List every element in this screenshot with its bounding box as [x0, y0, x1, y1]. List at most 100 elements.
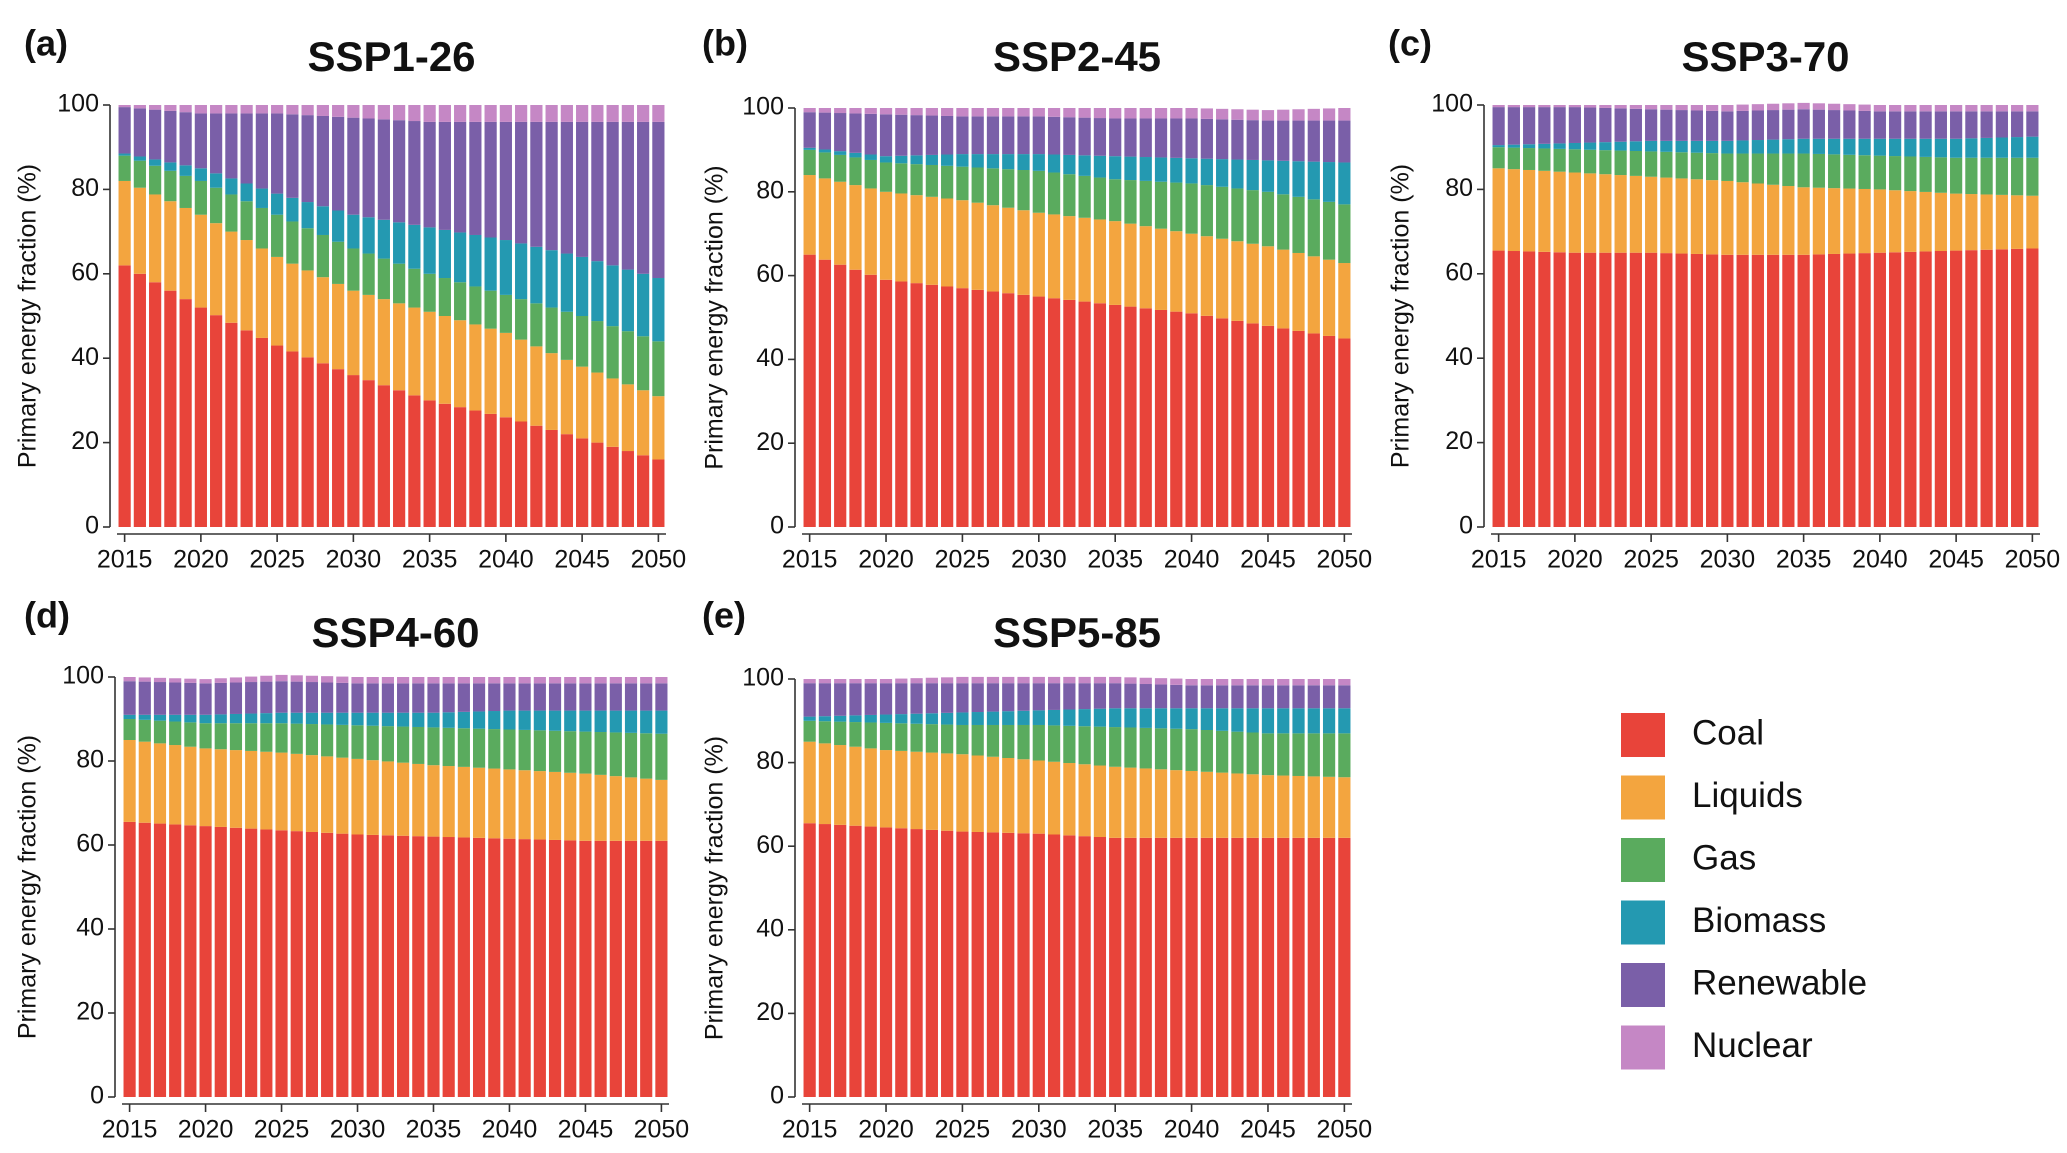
bar-segment	[499, 332, 512, 418]
x-tick-label: 2015	[1471, 546, 1527, 574]
bar-segment	[1200, 236, 1213, 316]
bar-segment	[1568, 172, 1581, 253]
bar-segment	[956, 676, 969, 684]
bar-segment	[637, 121, 650, 274]
bar-segment	[1277, 194, 1290, 250]
bar-segment	[1507, 105, 1520, 108]
bar-segment	[2011, 195, 2024, 249]
bar-segment	[1063, 676, 1076, 684]
bar-segment	[454, 105, 467, 122]
bar-segment	[286, 197, 299, 222]
y-tick-label: 0	[1459, 512, 1473, 540]
bar-segment	[2011, 105, 2024, 112]
bar-segment	[229, 827, 243, 1097]
bar-segment	[423, 311, 436, 401]
bar-segment	[1629, 150, 1642, 176]
bar-segment	[1292, 120, 1305, 162]
bar-segment	[576, 256, 589, 316]
bar-segment	[1047, 676, 1061, 684]
bar-segment	[1629, 175, 1642, 253]
bar-segment	[408, 105, 421, 122]
bar-segment	[286, 105, 299, 115]
bar-segment	[1002, 207, 1015, 294]
bar-segment	[1185, 108, 1198, 119]
bar-segment	[834, 108, 847, 114]
bar-segment	[1292, 109, 1305, 121]
bar-segment	[1093, 726, 1107, 766]
bar-segment	[533, 677, 546, 684]
bar-segment	[1338, 162, 1351, 205]
bar-segment	[316, 234, 329, 278]
bar-segment	[438, 278, 451, 316]
bar-segment	[1980, 137, 1993, 158]
bar-segment	[624, 840, 638, 1097]
bar-segment	[1828, 188, 1841, 254]
bar-segment	[1507, 169, 1520, 252]
bar-segment	[1507, 144, 1520, 148]
bar-segment	[1093, 837, 1107, 1097]
y-tick-label: 60	[71, 258, 99, 286]
bar-segment	[1721, 111, 1734, 141]
bar-segment	[412, 683, 425, 713]
bar-segment	[1797, 187, 1810, 255]
bar-segment	[1307, 685, 1320, 709]
bar-segment	[1751, 183, 1764, 255]
bar-segment	[803, 149, 816, 176]
bar-segment	[499, 121, 512, 241]
bar-segment	[133, 273, 146, 527]
bar-segment	[518, 770, 531, 840]
bar-segment	[225, 322, 238, 527]
bar-segment	[1200, 708, 1213, 730]
bar-segment	[1093, 708, 1107, 727]
bar-segment	[271, 105, 284, 114]
bar-segment	[1261, 191, 1275, 247]
bar-segment	[1154, 309, 1168, 527]
bar-segment	[469, 121, 482, 235]
bar-segment	[1261, 110, 1275, 121]
bar-segment	[1017, 294, 1030, 527]
bar-segment	[1002, 108, 1015, 117]
bar-segment	[803, 741, 816, 824]
bar-segment	[472, 728, 486, 768]
bar-segment	[1124, 767, 1137, 838]
bar-segment	[260, 751, 273, 830]
bar-segment	[1170, 231, 1183, 312]
bar-segment	[1965, 105, 1978, 112]
bar-segment	[1093, 177, 1107, 220]
bar-segment	[1690, 179, 1703, 254]
bar-segment	[925, 713, 938, 725]
x-tick-label: 2015	[782, 1116, 838, 1144]
x-tick-label: 2025	[935, 546, 991, 574]
bar-segment	[149, 194, 162, 283]
bar-segment	[1063, 763, 1076, 836]
bar-segment	[351, 683, 364, 713]
bar-segment	[1934, 138, 1947, 158]
bar-segment	[849, 157, 862, 186]
bar-segment	[301, 105, 314, 116]
bar-segment	[925, 752, 938, 830]
bar-segment	[1767, 254, 1780, 527]
bar-segment	[321, 676, 334, 683]
bar-segment	[408, 395, 421, 527]
bar-segment	[1307, 837, 1320, 1097]
bar-segment	[184, 722, 197, 747]
y-tick-label: 100	[62, 662, 104, 690]
bar-segment	[149, 165, 162, 195]
bar-segment	[1277, 249, 1290, 329]
bar-segment	[457, 728, 470, 767]
bar-segment	[469, 410, 482, 527]
bar-segment	[879, 279, 893, 527]
bar-segment	[427, 765, 440, 837]
bar-segment	[1338, 204, 1351, 264]
bar-segment	[469, 286, 482, 325]
bar-segment	[1200, 118, 1213, 159]
bar-segment	[179, 112, 192, 166]
bar-segment	[1843, 138, 1856, 155]
bar-segment	[1093, 303, 1107, 527]
bar-segment	[2011, 157, 2024, 196]
bar-segment	[864, 748, 877, 827]
bar-segment	[576, 105, 589, 122]
bar-segment	[1109, 304, 1122, 527]
bar-segment	[1797, 138, 1810, 154]
bar-segment	[834, 683, 847, 716]
